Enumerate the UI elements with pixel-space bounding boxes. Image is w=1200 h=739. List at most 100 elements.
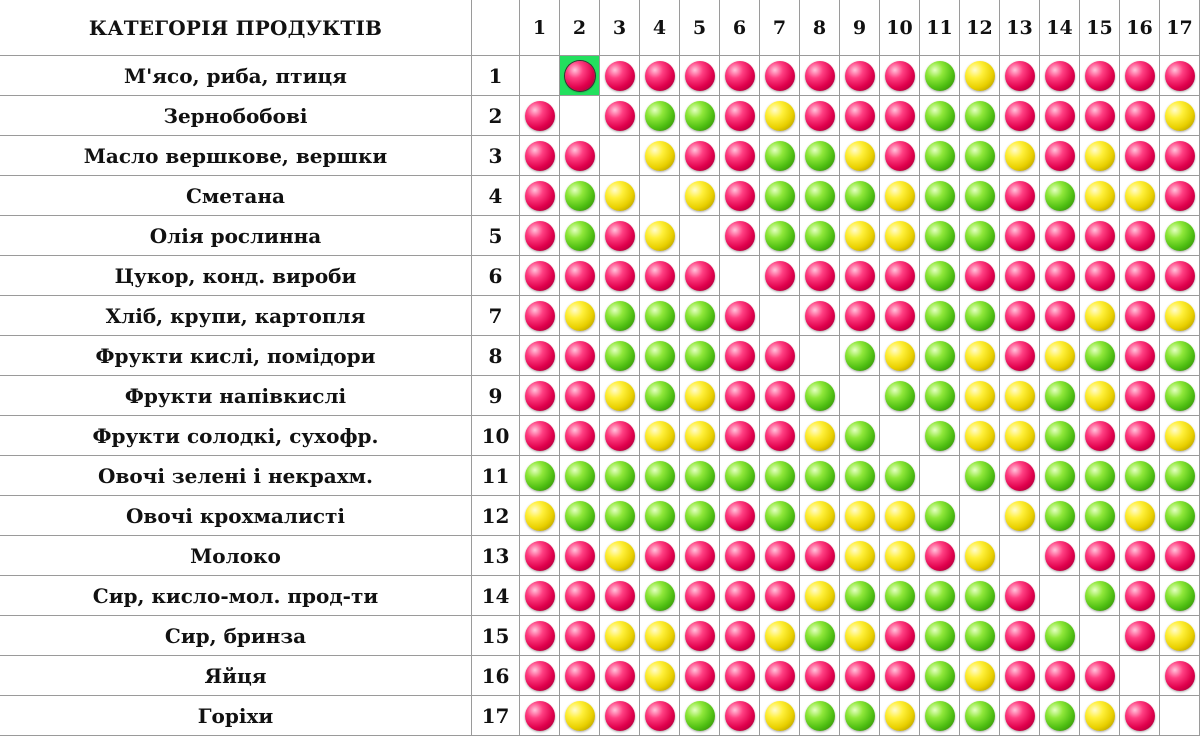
compatibility-cell[interactable]: [639, 55, 680, 96]
compatibility-cell[interactable]: [1039, 455, 1080, 496]
compatibility-cell[interactable]: [1079, 175, 1120, 216]
compatibility-cell[interactable]: [599, 335, 640, 376]
compatibility-cell[interactable]: [519, 655, 560, 696]
compatibility-cell[interactable]: [559, 455, 600, 496]
compatibility-cell[interactable]: [839, 455, 880, 496]
compatibility-cell[interactable]: [999, 495, 1040, 536]
compatibility-cell[interactable]: [1119, 495, 1160, 536]
compatibility-cell[interactable]: [1159, 575, 1200, 616]
compatibility-cell[interactable]: [799, 215, 840, 256]
compatibility-cell[interactable]: [919, 135, 960, 176]
compatibility-cell[interactable]: [759, 255, 800, 296]
compatibility-cell[interactable]: [639, 255, 680, 296]
compatibility-cell[interactable]: [959, 175, 1000, 216]
compatibility-cell[interactable]: [839, 655, 880, 696]
compatibility-cell[interactable]: [839, 255, 880, 296]
compatibility-cell[interactable]: [1039, 295, 1080, 336]
compatibility-cell[interactable]: [1079, 575, 1120, 616]
compatibility-cell[interactable]: [959, 695, 1000, 736]
compatibility-cell[interactable]: [719, 535, 760, 576]
compatibility-cell[interactable]: [1039, 535, 1080, 576]
compatibility-cell[interactable]: [519, 335, 560, 376]
compatibility-cell[interactable]: [1159, 335, 1200, 376]
compatibility-cell[interactable]: [839, 415, 880, 456]
compatibility-cell[interactable]: [679, 575, 720, 616]
compatibility-cell[interactable]: [1079, 415, 1120, 456]
compatibility-cell[interactable]: [719, 215, 760, 256]
compatibility-cell[interactable]: [519, 575, 560, 616]
compatibility-cell[interactable]: [839, 215, 880, 256]
compatibility-cell[interactable]: [959, 95, 1000, 136]
compatibility-cell[interactable]: [519, 135, 560, 176]
compatibility-cell[interactable]: [799, 575, 840, 616]
compatibility-cell[interactable]: [1079, 615, 1120, 656]
compatibility-cell[interactable]: [519, 215, 560, 256]
compatibility-cell[interactable]: [679, 375, 720, 416]
compatibility-cell[interactable]: [719, 495, 760, 536]
compatibility-cell[interactable]: [759, 615, 800, 656]
compatibility-cell[interactable]: [679, 495, 720, 536]
compatibility-cell[interactable]: [919, 335, 960, 376]
compatibility-cell[interactable]: [879, 255, 920, 296]
compatibility-cell[interactable]: [919, 215, 960, 256]
compatibility-cell[interactable]: [599, 495, 640, 536]
compatibility-cell[interactable]: [1119, 655, 1160, 696]
compatibility-cell[interactable]: [599, 135, 640, 176]
compatibility-cell[interactable]: [519, 455, 560, 496]
compatibility-cell[interactable]: [559, 55, 600, 96]
compatibility-cell[interactable]: [519, 255, 560, 296]
compatibility-cell[interactable]: [599, 655, 640, 696]
compatibility-cell[interactable]: [639, 175, 680, 216]
compatibility-cell[interactable]: [839, 335, 880, 376]
compatibility-cell[interactable]: [679, 295, 720, 336]
compatibility-cell[interactable]: [679, 655, 720, 696]
compatibility-cell[interactable]: [919, 655, 960, 696]
compatibility-cell[interactable]: [679, 335, 720, 376]
compatibility-cell[interactable]: [1079, 95, 1120, 136]
compatibility-cell[interactable]: [559, 495, 600, 536]
compatibility-cell[interactable]: [799, 415, 840, 456]
compatibility-cell[interactable]: [799, 55, 840, 96]
compatibility-cell[interactable]: [1079, 535, 1120, 576]
compatibility-cell[interactable]: [879, 575, 920, 616]
compatibility-cell[interactable]: [639, 95, 680, 136]
compatibility-cell[interactable]: [639, 695, 680, 736]
compatibility-cell[interactable]: [639, 615, 680, 656]
compatibility-cell[interactable]: [799, 375, 840, 416]
compatibility-cell[interactable]: [839, 615, 880, 656]
compatibility-cell[interactable]: [1119, 295, 1160, 336]
compatibility-cell[interactable]: [1159, 535, 1200, 576]
compatibility-cell[interactable]: [799, 175, 840, 216]
compatibility-cell[interactable]: [1119, 135, 1160, 176]
compatibility-cell[interactable]: [759, 535, 800, 576]
compatibility-cell[interactable]: [679, 95, 720, 136]
compatibility-cell[interactable]: [559, 135, 600, 176]
compatibility-cell[interactable]: [519, 415, 560, 456]
compatibility-cell[interactable]: [719, 55, 760, 96]
compatibility-cell[interactable]: [1039, 655, 1080, 696]
compatibility-cell[interactable]: [1039, 575, 1080, 616]
compatibility-cell[interactable]: [559, 575, 600, 616]
compatibility-cell[interactable]: [839, 175, 880, 216]
compatibility-cell[interactable]: [999, 255, 1040, 296]
compatibility-cell[interactable]: [1039, 55, 1080, 96]
compatibility-cell[interactable]: [639, 375, 680, 416]
compatibility-cell[interactable]: [959, 295, 1000, 336]
compatibility-cell[interactable]: [799, 495, 840, 536]
compatibility-cell[interactable]: [1159, 375, 1200, 416]
compatibility-cell[interactable]: [719, 655, 760, 696]
compatibility-cell[interactable]: [799, 655, 840, 696]
compatibility-cell[interactable]: [999, 575, 1040, 616]
compatibility-cell[interactable]: [679, 135, 720, 176]
compatibility-cell[interactable]: [599, 95, 640, 136]
compatibility-cell[interactable]: [679, 255, 720, 296]
compatibility-cell[interactable]: [879, 695, 920, 736]
compatibility-cell[interactable]: [959, 495, 1000, 536]
compatibility-cell[interactable]: [1119, 455, 1160, 496]
compatibility-cell[interactable]: [599, 415, 640, 456]
compatibility-cell[interactable]: [1079, 335, 1120, 376]
compatibility-cell[interactable]: [679, 615, 720, 656]
compatibility-cell[interactable]: [839, 375, 880, 416]
compatibility-cell[interactable]: [1159, 455, 1200, 496]
compatibility-cell[interactable]: [1039, 695, 1080, 736]
